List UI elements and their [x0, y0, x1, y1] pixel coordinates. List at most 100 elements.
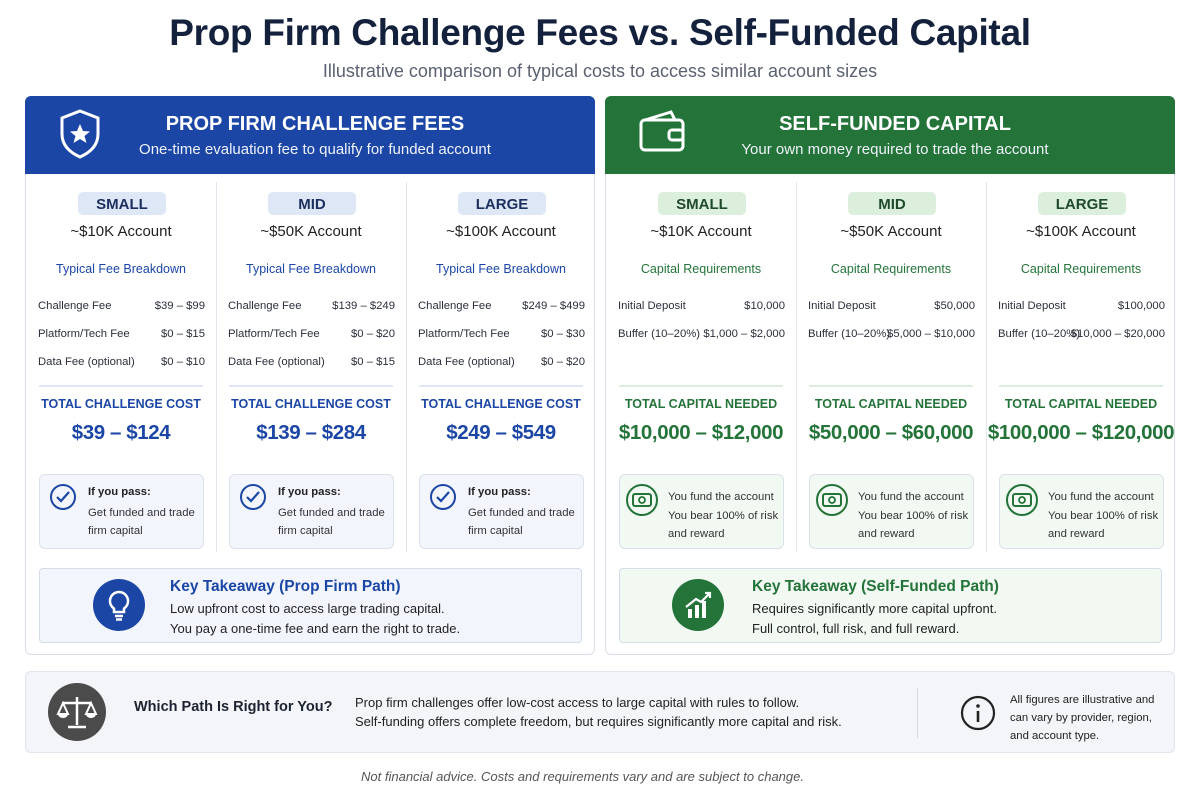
note-text: You bear 100% of risk and reward — [858, 510, 969, 540]
note-box: You fund the account You bear 100% of ris… — [999, 474, 1164, 549]
panel-header: PROP FIRM CHALLENGE FEES One-time evaluat… — [25, 96, 595, 174]
note-text: Get funded and trade firm capital — [468, 507, 575, 537]
panel-title: SELF-FUNDED CAPITAL — [779, 113, 1011, 135]
takeaway-text: Full control, full risk, and full reward… — [752, 621, 960, 636]
row-label: Challenge Fee — [38, 300, 112, 312]
row-value: $0 – $15 — [161, 328, 205, 340]
row-label: Challenge Fee — [418, 300, 492, 312]
tier-account: ~$100K Account — [1026, 223, 1136, 240]
total-label: TOTAL CHALLENGE COST — [231, 397, 391, 411]
total-value: $10,000 – $12,000 — [618, 421, 784, 444]
row-label: Data Fee (optional) — [228, 356, 325, 368]
note-text: You bear 100% of risk and reward — [1048, 510, 1159, 540]
note-box: If you pass: Get funded and trade firm ca… — [229, 474, 394, 549]
note-icon — [49, 483, 77, 516]
tier-section-label: Capital Requirements — [640, 262, 762, 276]
tier-account: ~$10K Account — [650, 223, 752, 240]
note-icon — [815, 483, 849, 522]
tier-tag: MID — [848, 192, 936, 215]
row-label: Platform/Tech Fee — [418, 328, 510, 340]
total-divider — [419, 385, 583, 387]
panel-subtitle: Your own money required to trade the acc… — [741, 141, 1049, 158]
panel-icon — [57, 108, 103, 165]
takeaway-icon — [672, 579, 724, 631]
takeaway-text: Low upfront cost to access large trading… — [170, 601, 445, 616]
total-label: TOTAL CAPITAL NEEDED — [814, 397, 968, 411]
note-box: You fund the account You bear 100% of ris… — [809, 474, 974, 549]
total-divider — [229, 385, 393, 387]
takeaway-box: Key Takeaway (Self-Funded Path) Requires … — [619, 568, 1162, 643]
row-value: $0 – $15 — [351, 356, 395, 368]
tier-account: ~$50K Account — [260, 223, 362, 240]
note-box: If you pass: Get funded and trade firm ca… — [419, 474, 584, 549]
column-divider — [216, 182, 217, 552]
footer-note: All figures are illustrative and can var… — [1010, 694, 1155, 742]
note-title: If you pass: — [88, 486, 151, 498]
row-label: Buffer (10–20%) — [618, 328, 701, 340]
row-value: $5,000 – $10,000 — [887, 328, 975, 340]
total-label: TOTAL CHALLENGE COST — [41, 397, 201, 411]
row-value: $10,000 — [744, 300, 785, 312]
total-value: $100,000 – $120,000 — [987, 421, 1175, 444]
row-value: $139 – $249 — [332, 300, 395, 312]
row-value: $1,000 – $2,000 — [703, 328, 785, 340]
tier-tag: MID — [268, 192, 356, 215]
panel-subtitle: One-time evaluation fee to qualify for f… — [139, 141, 491, 158]
note-box: You fund the account You bear 100% of ris… — [619, 474, 784, 549]
row-label: Buffer (10–20%) — [808, 328, 891, 340]
disclaimer: Not financial advice. Costs and requirem… — [361, 769, 804, 784]
note-text: You fund the account — [1048, 491, 1154, 503]
row-value: $249 – $499 — [522, 300, 585, 312]
column-divider — [406, 182, 407, 552]
panel: SELF-FUNDED CAPITAL Your own money requir… — [605, 96, 1175, 655]
tier-section-label: Capital Requirements — [830, 262, 952, 276]
row-value: $0 – $30 — [541, 328, 585, 340]
total-value: $50,000 – $60,000 — [808, 421, 974, 444]
total-value: $39 – $124 — [71, 421, 171, 444]
tier-tag: LARGE — [458, 192, 546, 215]
row-label: Platform/Tech Fee — [38, 328, 130, 340]
footer-icon — [48, 683, 106, 741]
note-text: You fund the account — [668, 491, 774, 503]
row-value: $10,000 – $20,000 — [1070, 328, 1165, 340]
total-divider — [999, 385, 1163, 387]
row-value: $0 – $20 — [541, 356, 585, 368]
total-label: TOTAL CAPITAL NEEDED — [1004, 397, 1158, 411]
note-icon — [625, 483, 659, 522]
row-label: Challenge Fee — [228, 300, 302, 312]
row-label: Initial Deposit — [998, 300, 1066, 312]
takeaway-title: Key Takeaway (Prop Firm Path) — [170, 578, 401, 595]
takeaway-box: Key Takeaway (Prop Firm Path) Low upfront… — [39, 568, 582, 643]
takeaway-text: You pay a one-time fee and earn the righ… — [170, 621, 461, 636]
page-title: Prop Firm Challenge Fees vs. Self-Funded… — [169, 12, 1031, 53]
panel: PROP FIRM CHALLENGE FEES One-time evaluat… — [25, 96, 595, 655]
tier-account: ~$50K Account — [840, 223, 942, 240]
total-label: TOTAL CHALLENGE COST — [421, 397, 581, 411]
row-label: Platform/Tech Fee — [228, 328, 320, 340]
note-icon — [1005, 483, 1039, 522]
note-box: If you pass: Get funded and trade firm ca… — [39, 474, 204, 549]
takeaway-text: Requires significantly more capital upfr… — [752, 601, 997, 616]
footer-divider — [917, 688, 918, 738]
panel-title: PROP FIRM CHALLENGE FEES — [165, 113, 465, 135]
row-label: Initial Deposit — [618, 300, 686, 312]
note-text: You fund the account — [858, 491, 964, 503]
note-icon — [239, 483, 267, 516]
column-divider — [986, 182, 987, 552]
note-icon — [429, 483, 457, 516]
footer-box: Which Path Is Right for You? Prop firm ch… — [25, 671, 1175, 753]
tier-tag: SMALL — [78, 192, 166, 215]
total-divider — [809, 385, 973, 387]
panel-icon — [637, 108, 689, 159]
note-text: Get funded and trade firm capital — [88, 507, 195, 537]
tier-tag: LARGE — [1038, 192, 1126, 215]
footer-text: Self-funding offers complete freedom, bu… — [355, 714, 842, 729]
info-icon — [959, 694, 997, 737]
total-divider — [619, 385, 783, 387]
row-value: $50,000 — [934, 300, 975, 312]
note-title: If you pass: — [468, 486, 531, 498]
tier-account: ~$100K Account — [446, 223, 556, 240]
row-value: $0 – $10 — [161, 356, 205, 368]
page-subtitle: Illustrative comparison of typical costs… — [322, 61, 878, 81]
tier-tag: SMALL — [658, 192, 746, 215]
